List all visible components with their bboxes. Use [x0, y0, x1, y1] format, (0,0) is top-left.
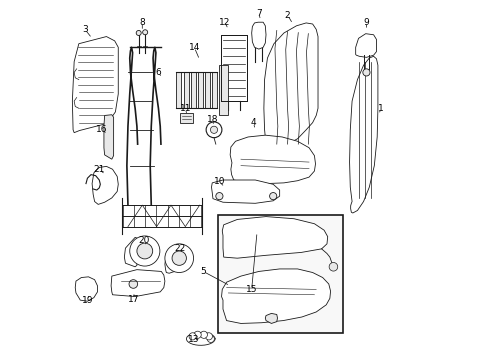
Text: 7: 7 — [255, 9, 261, 18]
Circle shape — [200, 331, 207, 338]
Circle shape — [164, 244, 193, 273]
Text: 19: 19 — [82, 296, 93, 305]
Circle shape — [129, 280, 137, 288]
Polygon shape — [72, 37, 118, 133]
Polygon shape — [222, 217, 327, 258]
Polygon shape — [230, 135, 315, 184]
Text: 15: 15 — [245, 285, 257, 294]
Polygon shape — [180, 113, 192, 123]
Text: 20: 20 — [138, 237, 149, 246]
Polygon shape — [176, 72, 181, 108]
Text: 4: 4 — [250, 118, 256, 127]
Polygon shape — [265, 314, 277, 323]
Text: 14: 14 — [188, 43, 200, 52]
Circle shape — [142, 30, 147, 35]
Polygon shape — [75, 277, 97, 301]
Text: 5: 5 — [200, 267, 206, 276]
Bar — [217, 215, 343, 333]
Circle shape — [206, 122, 222, 138]
Text: 8: 8 — [139, 18, 145, 27]
Polygon shape — [219, 65, 228, 116]
Polygon shape — [204, 72, 210, 108]
Text: 13: 13 — [187, 335, 199, 344]
Text: 3: 3 — [82, 25, 88, 34]
Circle shape — [362, 69, 369, 76]
Polygon shape — [251, 22, 265, 49]
Polygon shape — [221, 269, 330, 323]
Text: 12: 12 — [219, 18, 230, 27]
Polygon shape — [183, 72, 188, 108]
Circle shape — [129, 236, 160, 266]
Text: 11: 11 — [179, 104, 191, 113]
Polygon shape — [212, 72, 217, 108]
Polygon shape — [111, 270, 164, 297]
Circle shape — [205, 333, 212, 340]
Text: 1: 1 — [377, 104, 383, 113]
Circle shape — [215, 193, 223, 200]
Circle shape — [172, 251, 186, 265]
Polygon shape — [164, 244, 180, 273]
Polygon shape — [124, 237, 137, 267]
Circle shape — [136, 31, 141, 36]
Circle shape — [210, 126, 217, 134]
Text: 22: 22 — [174, 244, 185, 253]
Circle shape — [269, 193, 276, 200]
Text: 17: 17 — [127, 294, 139, 303]
Text: 16: 16 — [96, 125, 107, 134]
Text: 9: 9 — [363, 18, 368, 27]
Text: 21: 21 — [93, 165, 105, 174]
Circle shape — [328, 262, 337, 271]
Polygon shape — [104, 115, 113, 159]
Text: 10: 10 — [213, 177, 224, 186]
Polygon shape — [198, 72, 203, 108]
Circle shape — [137, 243, 152, 259]
Polygon shape — [190, 72, 195, 108]
Polygon shape — [355, 34, 376, 57]
Polygon shape — [211, 180, 279, 203]
Circle shape — [189, 333, 196, 340]
Text: 18: 18 — [206, 114, 218, 123]
Text: 2: 2 — [284, 10, 290, 19]
Polygon shape — [221, 35, 246, 101]
Polygon shape — [92, 166, 118, 204]
Text: 6: 6 — [155, 68, 161, 77]
Circle shape — [194, 331, 201, 338]
Polygon shape — [264, 23, 317, 147]
Circle shape — [207, 335, 214, 342]
Polygon shape — [349, 56, 377, 213]
